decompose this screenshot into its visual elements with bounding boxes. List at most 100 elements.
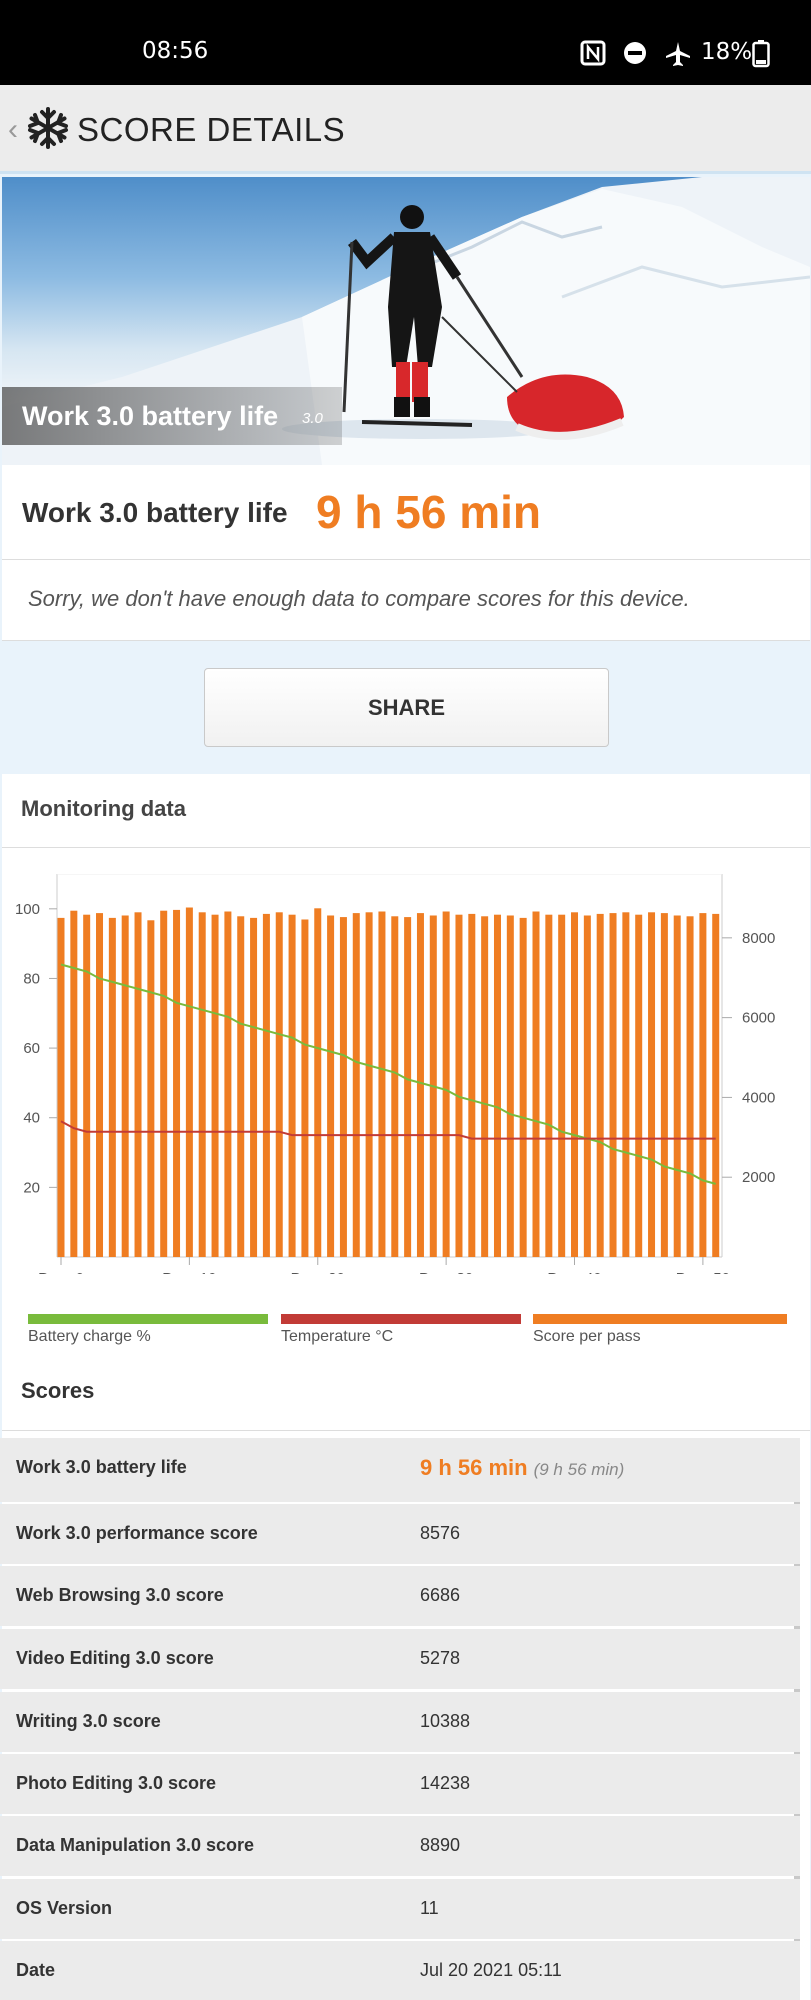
legend-temperature-swatch — [281, 1314, 521, 1324]
score-bar — [173, 909, 181, 1257]
score-bar — [635, 914, 643, 1257]
score-value-secondary: (9 h 56 min) — [533, 1460, 625, 1479]
score-bar — [185, 907, 193, 1257]
score-bar — [314, 908, 322, 1257]
score-label: Work 3.0 battery life — [16, 1457, 187, 1477]
score-bar — [416, 913, 424, 1257]
score-bar — [288, 914, 296, 1257]
nfc-icon — [580, 40, 606, 66]
hero-version: 3.0 — [302, 410, 323, 427]
score-row: Work 3.0 performance score 8576 — [0, 1504, 800, 1564]
score-value: 8576 — [420, 1523, 461, 1543]
score-row: Work 3.0 battery life 9 h 56 min (9 h 56 … — [0, 1438, 800, 1502]
score-bar — [455, 914, 463, 1257]
x-tick-label: Pass 40 — [547, 1270, 601, 1274]
score-bar — [275, 912, 283, 1257]
score-bar — [673, 915, 681, 1257]
score-bar — [160, 910, 168, 1257]
do-not-disturb-icon — [624, 42, 646, 64]
score-bar — [583, 915, 591, 1257]
score-bar — [596, 913, 604, 1257]
score-bar — [352, 913, 360, 1257]
score-bar — [558, 914, 566, 1257]
hero-label: Work 3.0 battery life 3.0 — [2, 387, 342, 445]
score-bar — [365, 912, 373, 1257]
monitoring-chart: 100 80 60 40 20 8000 6000 4000 2000 Pass 0 Pass 10… — [15, 874, 775, 1274]
status-bar: 08:56 18% — [0, 0, 811, 85]
right-tick-label: 6000 — [742, 1010, 775, 1027]
legend-temperature: Temperature °C — [281, 1314, 521, 1354]
comparison-note-text: Sorry, we don't have enough data to comp… — [28, 586, 690, 611]
back-chevron-icon[interactable]: ‹ — [8, 113, 18, 146]
score-row: Date Jul 20 2021 05:11 — [0, 1941, 800, 2000]
score-bar — [224, 911, 232, 1257]
result-panel: Work 3.0 battery life 9 h 56 min — [2, 465, 810, 560]
score-value-main: 9 h 56 min — [420, 1455, 528, 1480]
score-value: 8890 — [420, 1835, 461, 1855]
legend-battery-swatch — [28, 1314, 268, 1324]
x-tick-label: Pass 50 — [676, 1270, 730, 1274]
score-row: Photo Editing 3.0 score 14238 — [0, 1754, 800, 1814]
legend-score-label: Score per pass — [533, 1328, 641, 1345]
score-row: Web Browsing 3.0 score 6686 — [0, 1566, 800, 1626]
score-bar — [442, 911, 450, 1257]
score-value: 9 h 56 min (9 h 56 min) — [420, 1455, 624, 1481]
left-tick-label: 60 — [23, 1040, 40, 1057]
score-row: OS Version 11 — [0, 1879, 800, 1939]
score-label: Data Manipulation 3.0 score — [16, 1835, 255, 1855]
score-bar — [532, 911, 540, 1257]
score-bar — [121, 915, 129, 1257]
legend-score: Score per pass — [533, 1314, 787, 1354]
score-bar — [378, 911, 386, 1257]
score-value: 11 — [420, 1898, 439, 1918]
hero-banner: Work 3.0 battery life 3.0 — [2, 177, 810, 465]
score-bar — [404, 917, 412, 1257]
score-bar — [301, 919, 309, 1257]
score-label: OS Version — [16, 1898, 113, 1918]
score-row: Writing 3.0 score 10388 — [0, 1692, 800, 1752]
score-bar — [262, 913, 270, 1257]
battery-percent: 18% — [701, 39, 753, 65]
score-value: 14238 — [420, 1773, 471, 1793]
score-bar — [250, 917, 258, 1257]
score-bar — [699, 913, 707, 1257]
snowflake-icon — [28, 107, 68, 149]
right-tick-label: 4000 — [742, 1089, 775, 1106]
score-bar — [712, 913, 720, 1257]
legend-battery: Battery charge % — [28, 1314, 268, 1354]
x-tick-label: Pass 0 — [38, 1270, 84, 1274]
score-bar — [70, 910, 78, 1257]
left-tick-label: 40 — [23, 1110, 40, 1127]
score-bar — [648, 912, 656, 1257]
monitoring-title: Monitoring data — [21, 796, 186, 821]
x-tick-label: Pass 10 — [162, 1270, 216, 1274]
result-name: Work 3.0 battery life — [22, 497, 288, 528]
battery-line — [60, 963, 716, 1185]
score-bar — [96, 913, 104, 1257]
score-bar — [686, 916, 694, 1257]
score-bar — [609, 913, 617, 1257]
score-bar — [468, 913, 476, 1257]
page-title: SCORE DETAILS — [77, 111, 346, 148]
score-bar — [147, 920, 155, 1257]
score-bar — [339, 917, 347, 1257]
score-label: Web Browsing 3.0 score — [16, 1585, 224, 1605]
scores-title: Scores — [21, 1378, 95, 1403]
score-bar — [493, 914, 501, 1257]
share-button[interactable]: SHARE — [204, 668, 609, 747]
score-bar — [391, 916, 399, 1257]
temperature-line — [60, 1120, 716, 1140]
score-value: 6686 — [420, 1585, 461, 1605]
score-value: 10388 — [420, 1711, 471, 1731]
score-bar — [519, 917, 527, 1257]
score-bar — [83, 914, 91, 1257]
left-tick-label: 100 — [15, 901, 40, 918]
score-bar — [237, 916, 245, 1257]
left-tick-label: 20 — [23, 1179, 40, 1196]
legend-temperature-label: Temperature °C — [281, 1328, 394, 1345]
score-bar — [108, 917, 116, 1257]
score-bar — [506, 915, 514, 1257]
score-label: Video Editing 3.0 score — [16, 1648, 214, 1668]
airplane-icon — [666, 42, 690, 66]
comparison-note: Sorry, we don't have enough data to comp… — [2, 560, 810, 641]
